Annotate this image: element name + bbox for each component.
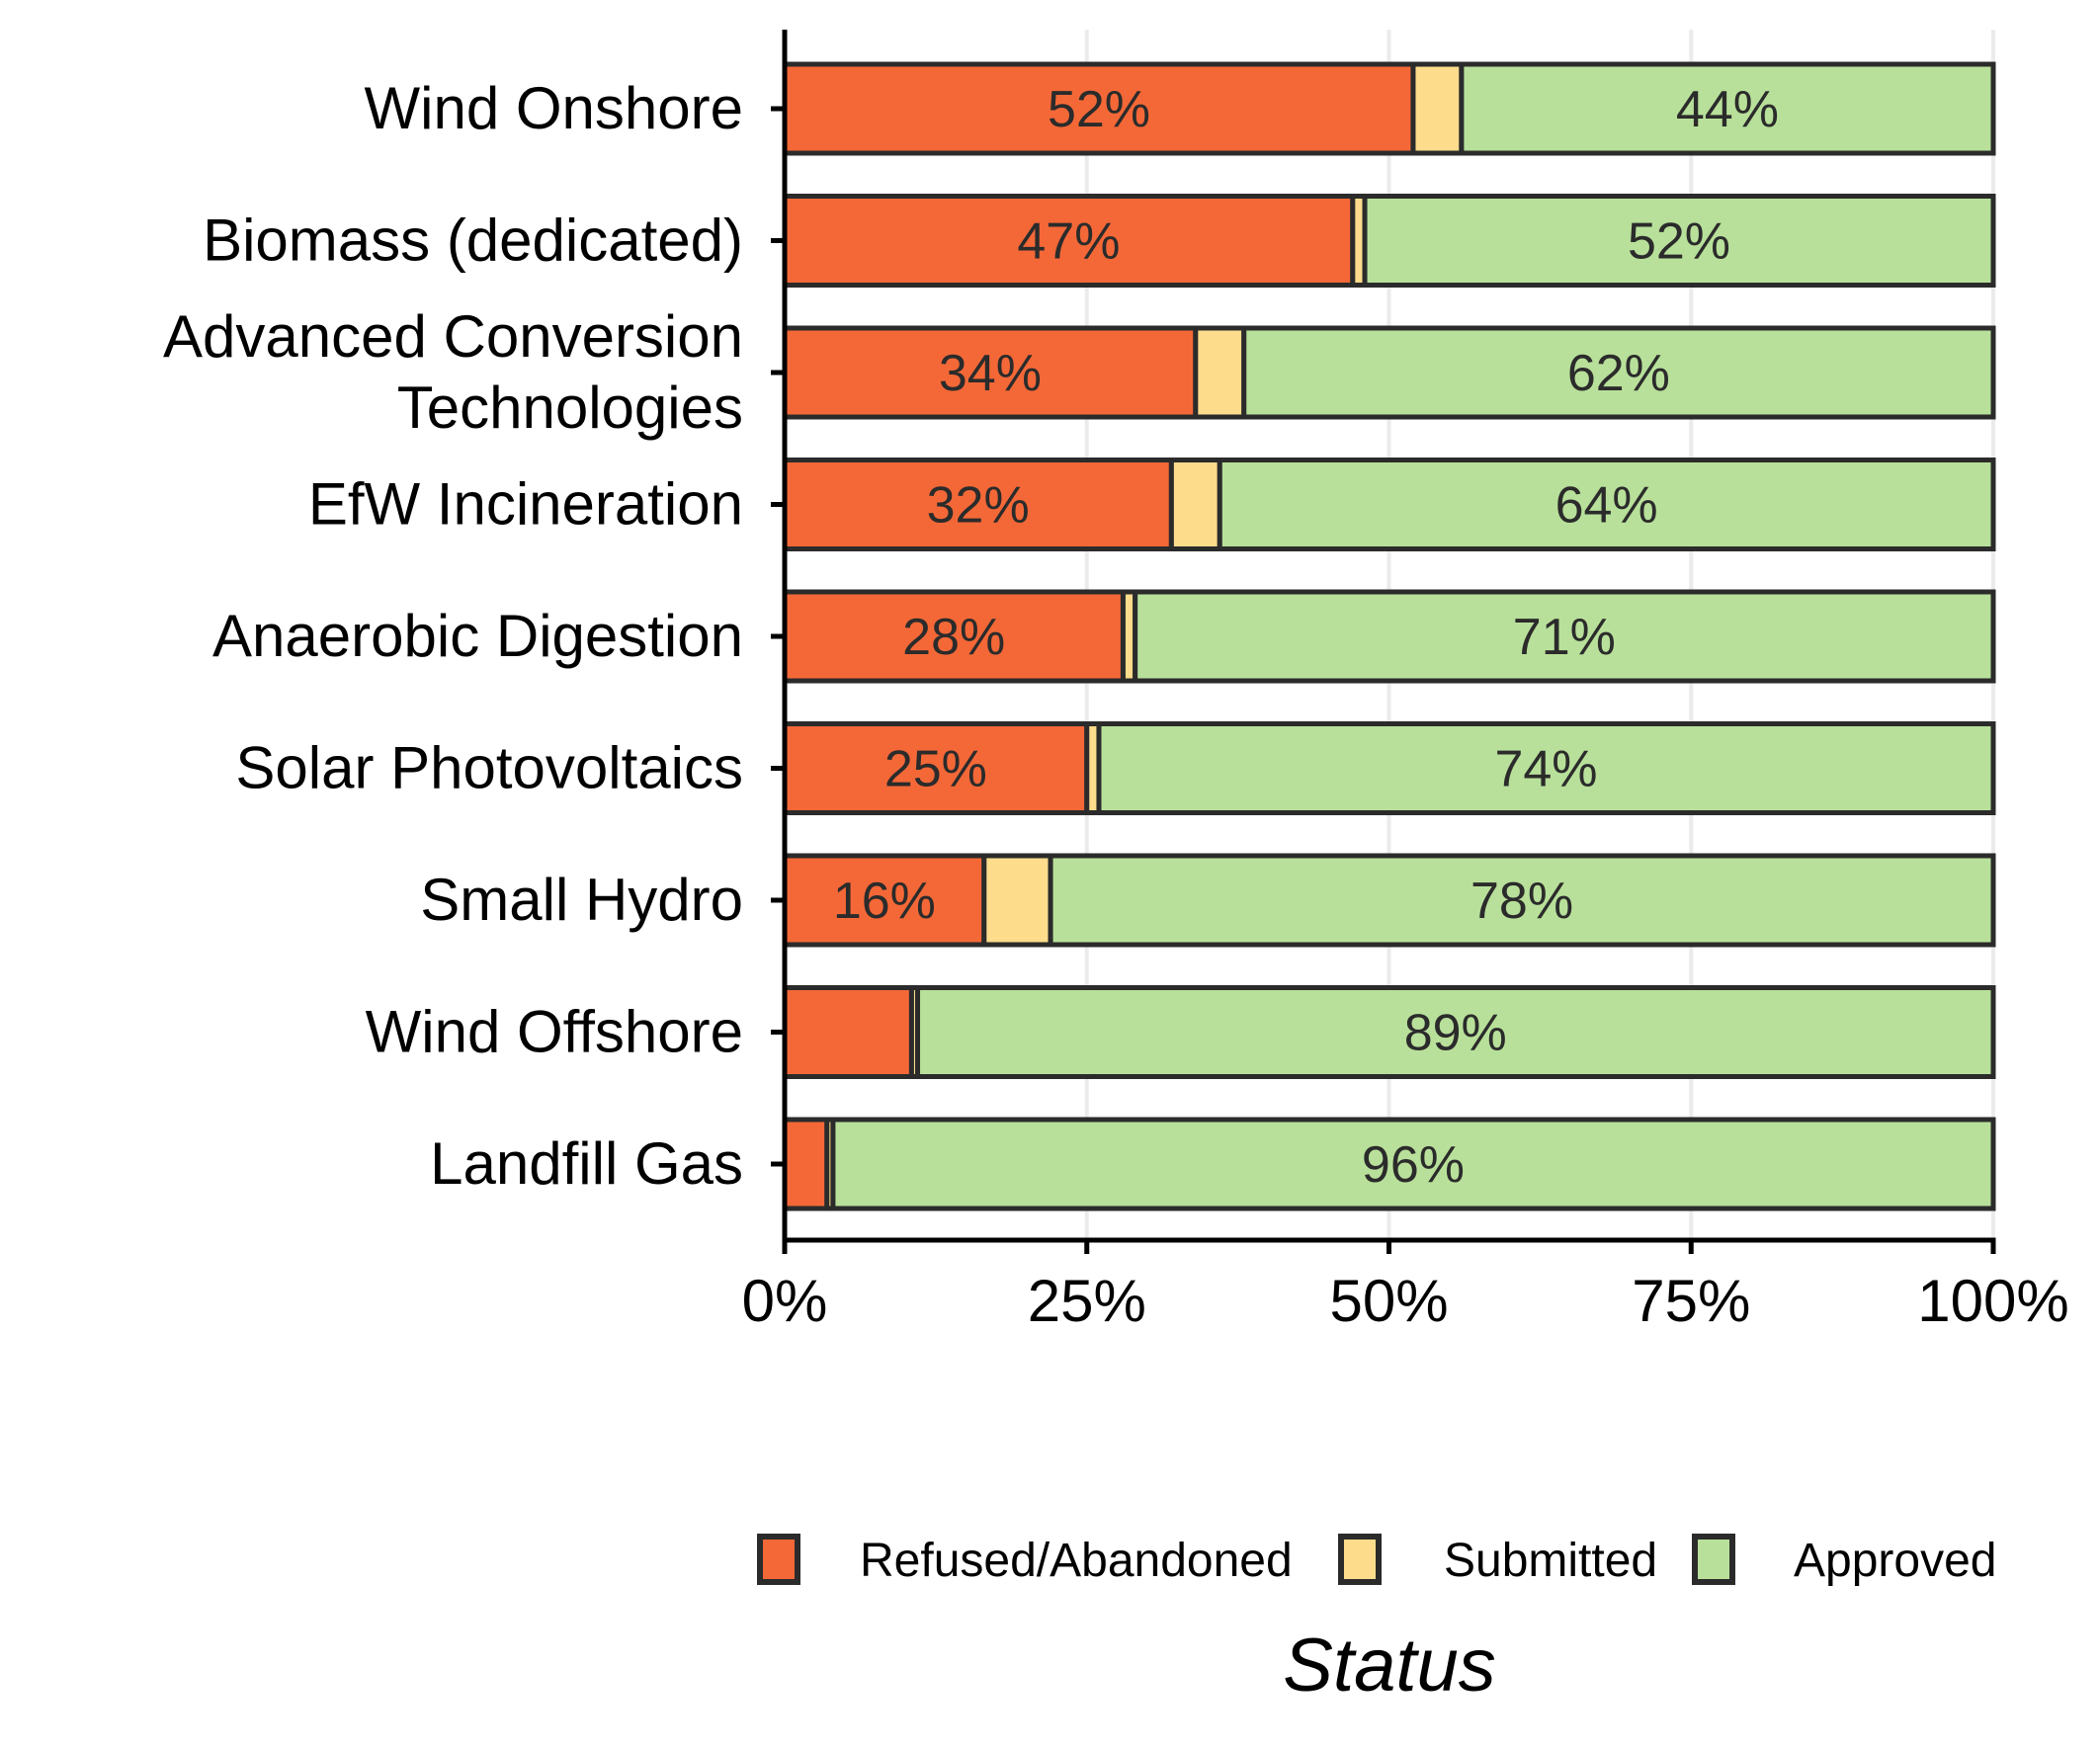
y-tick-label: EfW Incineration — [308, 471, 743, 538]
bar-approved-6 — [1048, 853, 1996, 948]
legend-title: Status — [1283, 1624, 1495, 1708]
bar-approved-4 — [1133, 589, 1996, 684]
data-label: 64% — [1555, 477, 1658, 535]
legend-key-refused-abandoned — [757, 1534, 800, 1585]
y-tick-label: Advanced Conversion Technologies — [163, 303, 743, 441]
data-label: 28% — [902, 609, 1005, 666]
legend-key-submitted — [1338, 1534, 1382, 1585]
y-tick-label: Anaerobic Digestion — [212, 603, 743, 669]
legend-label: Refused/Abandoned — [860, 1535, 1293, 1587]
data-label: 25% — [884, 741, 987, 798]
y-tick-label: Solar Photovoltaics — [235, 735, 743, 801]
legend: Refused/Abandoned Submitted Approved Status — [757, 1534, 1996, 1708]
bar-approved-7 — [915, 985, 1996, 1079]
data-label: 44% — [1676, 81, 1779, 138]
data-label: 62% — [1567, 345, 1670, 402]
bar-refused-abandoned-4 — [782, 589, 1126, 684]
bar-submitted-3 — [1168, 458, 1222, 551]
legend-label: Submitted — [1444, 1535, 1657, 1587]
x-tick-label: 50% — [1329, 1268, 1448, 1334]
bar-approved-0 — [1459, 61, 1996, 156]
y-tick-label: Wind Offshore — [366, 999, 743, 1065]
data-label: 89% — [1404, 1005, 1507, 1062]
y-tick-label: Wind Onshore — [365, 75, 744, 141]
x-tick-label: 25% — [1028, 1268, 1146, 1334]
bar-approved-3 — [1217, 458, 1996, 551]
legend-key-approved — [1692, 1534, 1735, 1585]
bar-submitted-6 — [981, 853, 1053, 948]
data-label: 96% — [1362, 1136, 1465, 1194]
bar-approved-1 — [1362, 194, 1996, 288]
bars: 52% 44% 47% 52% 34% 62% 32% 64% 28% 71% 25% 74% 16% 7… — [782, 61, 1996, 1211]
bar-refused-abandoned-3 — [782, 458, 1174, 551]
x-tick-label: 0% — [742, 1268, 828, 1334]
data-label: 52% — [1628, 213, 1730, 271]
axes: Wind Onshore Biomass (dedicated) Advanced … — [163, 30, 2069, 1334]
data-label: 78% — [1470, 873, 1573, 930]
bar-approved-8 — [830, 1117, 1996, 1211]
data-label: 16% — [833, 873, 936, 930]
y-tick-label: Landfill Gas — [430, 1130, 743, 1197]
x-tick-label: 100% — [1917, 1268, 2068, 1334]
bar-submitted-2 — [1193, 325, 1247, 420]
legend-label: Approved — [1794, 1535, 1996, 1587]
data-label: 34% — [939, 345, 1042, 402]
bar-approved-5 — [1096, 721, 1996, 815]
x-tick-label: 75% — [1632, 1268, 1750, 1334]
bar-approved-2 — [1241, 325, 1996, 420]
y-tick-label: Small Hydro — [420, 867, 743, 933]
y-tick-label: Biomass (dedicated) — [203, 208, 743, 274]
bar-refused-abandoned-7 — [782, 985, 914, 1079]
bar-submitted-0 — [1410, 61, 1465, 156]
data-label: 71% — [1513, 609, 1616, 666]
data-label: 52% — [1048, 81, 1150, 138]
data-label: 32% — [927, 477, 1030, 535]
bar-refused-abandoned-2 — [782, 325, 1199, 420]
bar-refused-abandoned-5 — [782, 721, 1090, 815]
data-label: 74% — [1494, 741, 1597, 798]
bar-refused-abandoned-8 — [782, 1117, 830, 1211]
data-label: 47% — [1017, 213, 1120, 271]
